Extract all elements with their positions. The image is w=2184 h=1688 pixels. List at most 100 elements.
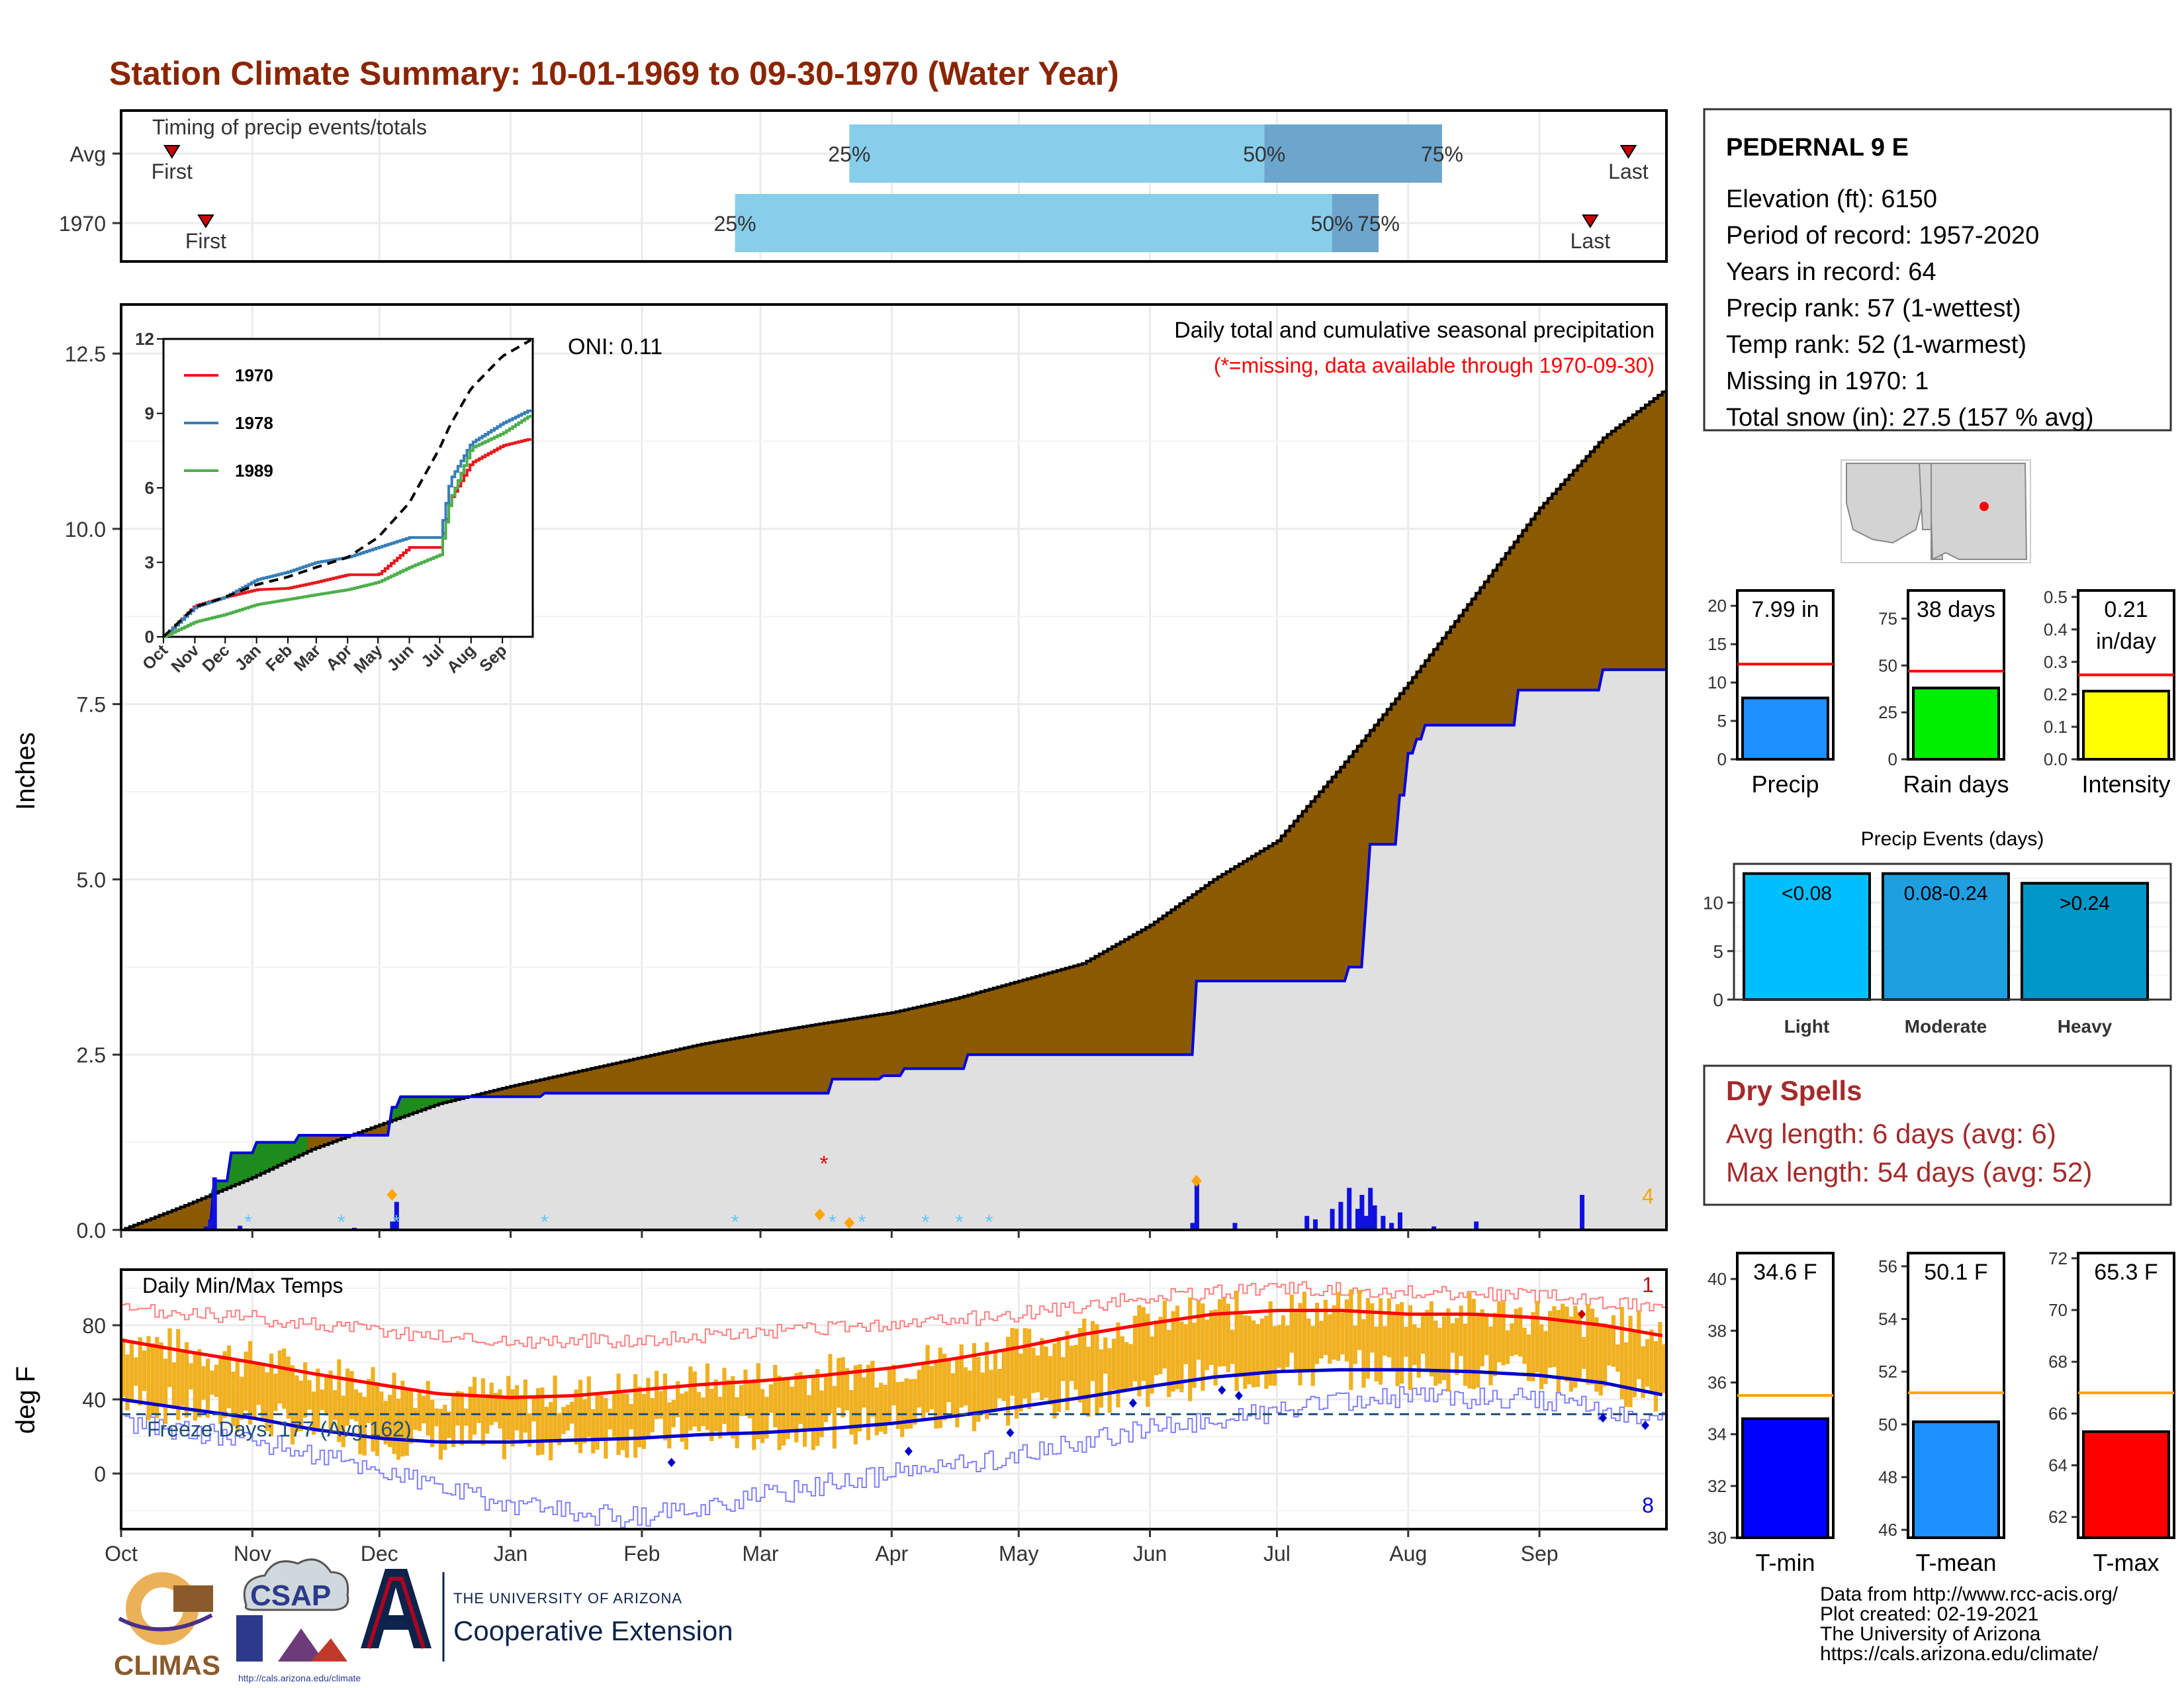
- daily-temp-range-bar: [650, 1397, 655, 1432]
- daily-temp-range-bar: [1259, 1318, 1265, 1374]
- month-label: Feb: [623, 1542, 660, 1566]
- daily-temp-range-bar: [1061, 1357, 1066, 1382]
- daily-temp-range-bar: [269, 1353, 274, 1436]
- daily-temp-range-bar: [472, 1377, 477, 1435]
- daily-temp-range-bar: [1459, 1305, 1463, 1356]
- daily-precip-bar: [1355, 1209, 1360, 1230]
- daily-temp-range-bar: [1010, 1328, 1015, 1396]
- daily-temp-range-bar: [1463, 1323, 1468, 1386]
- temps-ylabel: deg F: [11, 1366, 40, 1434]
- daily-temp-range-bar: [125, 1354, 130, 1411]
- mini-bar-label: Rain days: [1903, 771, 2009, 798]
- daily-temp-range-bar: [1065, 1331, 1069, 1411]
- daily-precip-bar: [1347, 1188, 1352, 1230]
- daily-temp-range-bar: [929, 1366, 934, 1409]
- daily-temp-range-bar: [950, 1373, 956, 1417]
- daily-temp-range-bar: [443, 1405, 447, 1450]
- freeze-days-label: Freeze Days: 177 (Avg:162): [147, 1417, 412, 1441]
- temps-ytick-label: 80: [82, 1314, 106, 1338]
- daily-temp-range-bar: [298, 1380, 303, 1431]
- footer-url: https://cals.arizona.edu/climate/: [1820, 1643, 2099, 1665]
- daily-temp-range-bar: [604, 1397, 608, 1459]
- daily-precip-bar: [394, 1201, 399, 1230]
- precip-missing-note: (*=missing, data available through 1970-…: [1214, 353, 1655, 377]
- inset-ytick-label: 9: [145, 404, 154, 424]
- timing-q25-q50-bar: [735, 194, 1332, 252]
- inset-ytick-label: 3: [145, 553, 154, 573]
- daily-temp-range-bar: [1535, 1301, 1539, 1372]
- daily-temp-range-bar: [282, 1348, 287, 1409]
- daily-temp-range-bar: [205, 1358, 210, 1418]
- avg-min-temp-line: [120, 1368, 1663, 1444]
- climas-logo-text: CLIMAS: [114, 1650, 220, 1681]
- ua-logo-small-text: THE UNIVERSITY OF ARIZONA: [453, 1590, 682, 1607]
- timing-row-label: 1970: [59, 212, 106, 236]
- daily-temp-range-bar: [459, 1391, 464, 1446]
- timing-first-label: First: [185, 229, 226, 253]
- missing-data-icon: *: [819, 1151, 828, 1176]
- daily-temp-range-bar: [786, 1377, 790, 1439]
- daily-temp-range-bar: [938, 1347, 942, 1429]
- daily-temp-range-bar: [519, 1395, 523, 1444]
- daily-temp-range-bar: [1243, 1315, 1248, 1389]
- daily-precip-bar: [1580, 1195, 1585, 1230]
- daily-temp-range-bar: [1416, 1327, 1421, 1378]
- mini-bar-ytick-label: 0: [1717, 749, 1727, 769]
- daily-temp-range-bar: [1395, 1304, 1400, 1387]
- daily-temp-range-bar: [303, 1362, 308, 1418]
- daily-temp-range-bar: [633, 1374, 638, 1458]
- events-bar: [1743, 872, 1871, 1001]
- daily-temp-range-bar: [142, 1350, 147, 1391]
- daily-temp-range-bar: [146, 1336, 151, 1421]
- daily-precip-bar: [212, 1177, 217, 1230]
- record-low-line: [121, 1386, 1667, 1528]
- daily-temp-range-bar: [1315, 1303, 1320, 1364]
- temps-ytick-label: 0: [94, 1462, 106, 1486]
- daily-temp-range-bar: [493, 1393, 498, 1423]
- daily-temp-range-bar: [1031, 1347, 1036, 1393]
- mini-bar-ytick-label: 34: [1707, 1425, 1727, 1444]
- daily-temp-range-bar: [434, 1408, 439, 1427]
- daily-temp-range-bar: [976, 1357, 981, 1422]
- daily-temp-range-bar: [866, 1364, 871, 1440]
- daily-temp-range-bar: [968, 1370, 972, 1417]
- station-total-snow: Total snow (in): 27.5 (157 % avg): [1726, 404, 2094, 432]
- month-label: May: [999, 1542, 1038, 1566]
- daily-temp-range-bar: [1488, 1326, 1493, 1385]
- daily-temp-range-bar: [455, 1391, 460, 1426]
- daily-temp-range-bar: [1128, 1344, 1133, 1387]
- daily-temp-range-bar: [1653, 1340, 1659, 1412]
- daily-temp-range-bar: [328, 1370, 333, 1433]
- daily-temp-range-bar: [1611, 1315, 1616, 1367]
- daily-precip-bar: [1359, 1195, 1365, 1230]
- daily-temp-range-bar: [413, 1407, 418, 1430]
- daily-temp-range-bar: [858, 1364, 862, 1432]
- daily-temp-range-bar: [764, 1397, 769, 1439]
- daily-temp-range-bar: [244, 1351, 248, 1411]
- daily-temp-range-bar: [1632, 1329, 1637, 1397]
- daily-temp-range-bar: [1302, 1291, 1307, 1370]
- daily-temp-range-bar: [713, 1379, 718, 1432]
- daily-temp-range-bar: [307, 1380, 312, 1410]
- daily-temp-range-bar: [1404, 1327, 1408, 1357]
- daily-temp-range-bar: [1569, 1316, 1574, 1392]
- precip-events-chart: Precip Events (days) 0 5 10 <0.08 Light 0.08-0…: [1703, 828, 2172, 1037]
- daily-temp-range-bar: [705, 1363, 710, 1430]
- daily-temp-range-bar: [383, 1401, 388, 1445]
- daily-temp-range-bar: [316, 1368, 320, 1432]
- events-bar-label: 0.08-0.24: [1904, 883, 1988, 905]
- daily-temp-range-bar: [849, 1389, 854, 1435]
- timing-q50-q75-bar: [1264, 124, 1442, 183]
- daily-temp-range-bar: [1615, 1344, 1620, 1372]
- snow-count: 4: [1642, 1184, 1654, 1208]
- daily-temp-range-bar: [815, 1369, 820, 1446]
- daily-temp-range-bar: [1412, 1324, 1417, 1365]
- snow-depth-marker-icon: [387, 1189, 398, 1201]
- daily-temp-range-bar: [1480, 1309, 1484, 1366]
- timing-q25-label: 25%: [714, 212, 756, 236]
- daily-temp-range-bar: [1344, 1299, 1349, 1362]
- snow-day-icon: *: [922, 1211, 930, 1233]
- state-shape-new-mexico-icon: [1931, 463, 2028, 561]
- precip-ytick-label: 7.5: [77, 693, 106, 717]
- daily-temp-range-bar: [1294, 1312, 1298, 1372]
